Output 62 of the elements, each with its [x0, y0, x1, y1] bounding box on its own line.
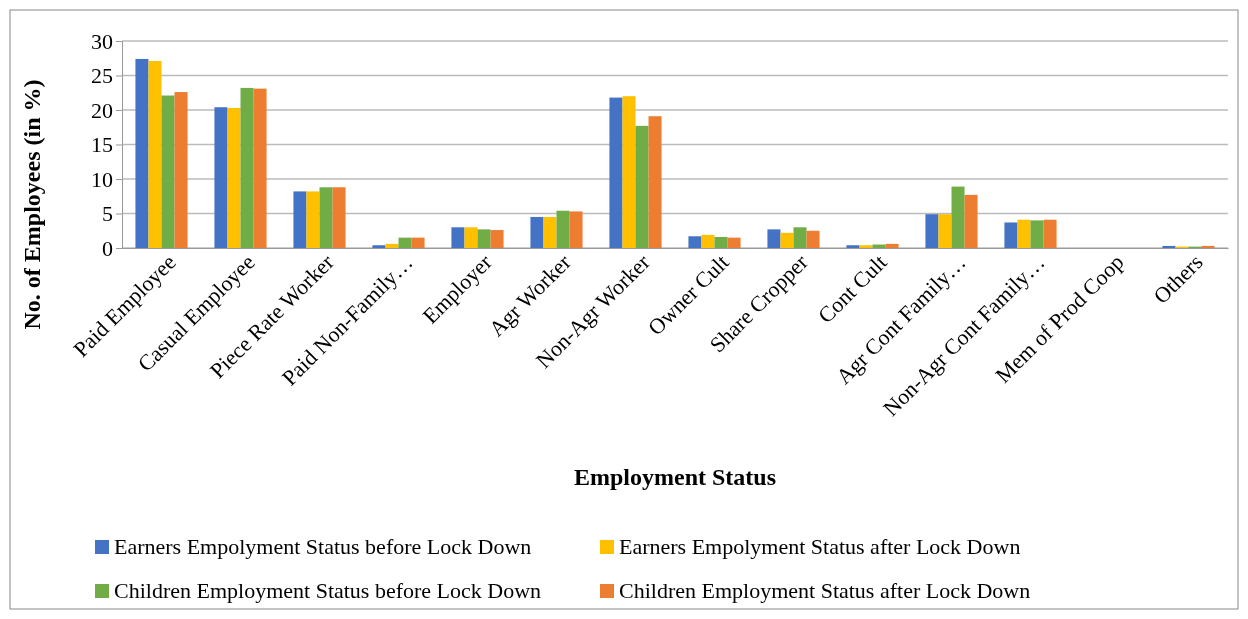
bar	[846, 245, 860, 248]
bar	[964, 194, 978, 248]
y-axis-title: No. of Employees (in %)	[19, 79, 45, 330]
legend-label: Earners Empolyment Status after Lock Down	[619, 534, 1021, 559]
bar	[1017, 219, 1031, 248]
bar	[332, 187, 346, 248]
bar	[701, 234, 715, 248]
bar	[951, 186, 965, 248]
bar	[253, 88, 267, 248]
bar	[569, 211, 583, 248]
bar	[227, 107, 241, 248]
bar	[622, 96, 636, 248]
y-tick-label: 25	[91, 63, 113, 89]
y-tick-label: 10	[91, 166, 113, 192]
legend-label: Earners Empolyment Status before Lock Down	[114, 534, 532, 559]
x-axis-title: Employment Status	[573, 464, 777, 490]
bar	[161, 95, 175, 248]
bar	[148, 61, 162, 248]
bar	[556, 210, 570, 248]
bar	[609, 97, 623, 248]
y-tick-label: 0	[102, 235, 113, 261]
bar	[464, 227, 478, 248]
bar	[543, 216, 557, 248]
bar	[477, 229, 491, 248]
bar	[1201, 245, 1215, 248]
y-tick-label: 30	[91, 28, 113, 54]
bar	[925, 214, 939, 248]
bar	[293, 191, 307, 248]
y-tick-label: 5	[102, 201, 113, 227]
bar	[1162, 245, 1176, 248]
bar	[490, 230, 504, 248]
bar	[938, 214, 952, 248]
bar	[385, 243, 399, 248]
bar	[806, 230, 820, 248]
bar	[793, 227, 807, 248]
bar	[1030, 220, 1044, 248]
bar	[214, 107, 228, 248]
bar	[135, 58, 149, 248]
bar	[398, 237, 412, 248]
bar	[780, 232, 794, 248]
bar	[240, 87, 254, 248]
y-tick-label: 20	[91, 97, 113, 123]
bar	[1004, 222, 1018, 248]
bar	[372, 245, 386, 248]
bar	[319, 187, 333, 248]
y-tick-label: 15	[91, 132, 113, 158]
bar	[174, 92, 188, 248]
bar	[306, 191, 320, 248]
legend-label: Children Employment Status after Lock Down	[619, 578, 1031, 603]
legend-label: Children Employment Status before Lock Down	[114, 578, 542, 603]
bar	[451, 227, 465, 248]
bar	[859, 245, 873, 248]
bar	[767, 229, 781, 248]
bar	[648, 116, 662, 248]
bar	[530, 216, 544, 248]
bar	[411, 237, 425, 248]
bar	[885, 243, 899, 248]
bar	[635, 125, 649, 248]
bar	[688, 236, 702, 248]
bar	[714, 236, 728, 248]
bar	[1043, 219, 1057, 248]
bar	[727, 237, 741, 248]
